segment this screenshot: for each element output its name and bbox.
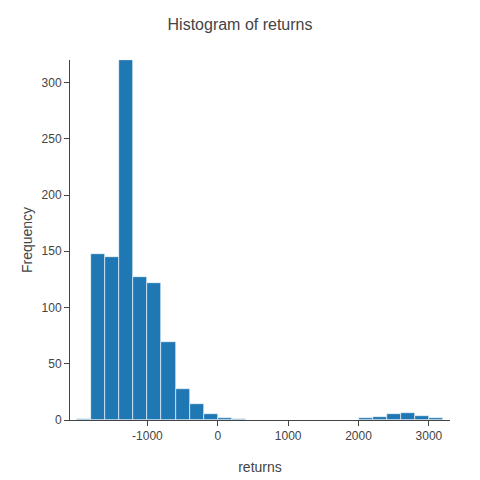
svg-text:250: 250 <box>42 132 62 146</box>
svg-text:150: 150 <box>42 244 62 258</box>
svg-text:2000: 2000 <box>345 429 372 443</box>
svg-text:300: 300 <box>42 76 62 90</box>
svg-text:1000: 1000 <box>275 429 302 443</box>
svg-text:0: 0 <box>55 413 62 427</box>
svg-text:Histogram of returns: Histogram of returns <box>168 16 313 33</box>
svg-text:returns: returns <box>238 459 282 475</box>
svg-text:Frequency: Frequency <box>19 207 35 273</box>
svg-text:3000: 3000 <box>416 429 443 443</box>
svg-text:-1000: -1000 <box>132 429 163 443</box>
svg-text:200: 200 <box>42 188 62 202</box>
svg-text:0: 0 <box>214 429 221 443</box>
svg-text:100: 100 <box>42 301 62 315</box>
svg-text:50: 50 <box>48 357 62 371</box>
